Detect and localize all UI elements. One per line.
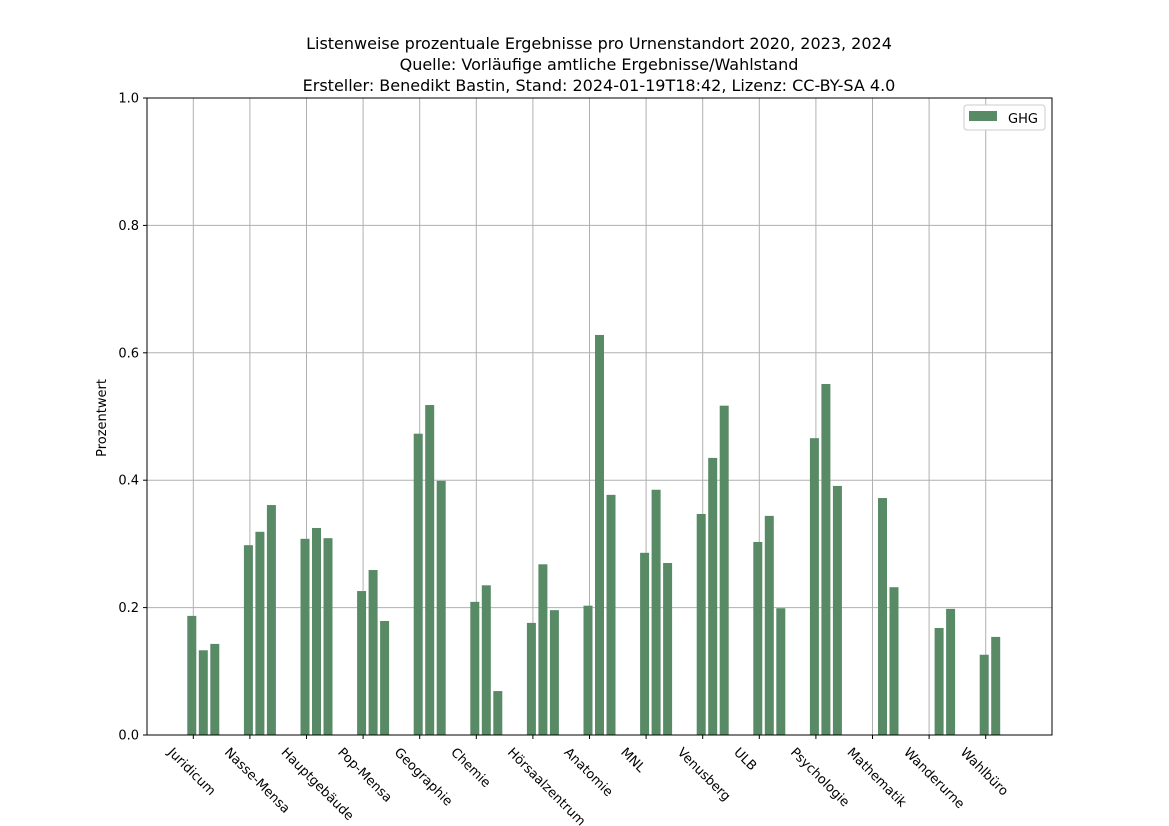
bar-pop-mensa-2	[368, 570, 378, 735]
legend: GHG	[963, 104, 1046, 131]
x-tick-label: ULB	[730, 745, 759, 774]
bar-nasse-mensa-3	[266, 505, 276, 735]
chart-title: Listenweise prozentuale Ergebnisse pro U…	[303, 34, 896, 95]
bar-psychologie-1	[809, 438, 819, 735]
bar-hauptgebäude-3	[323, 538, 333, 735]
bar-juridicum-2	[198, 650, 208, 735]
x-tick-label: MNL	[617, 745, 648, 776]
title-line-2: Quelle: Vorläufige amtliche Ergebnisse/W…	[400, 55, 799, 74]
bar-psychologie-3	[832, 485, 842, 735]
bar-wahlbüro-2	[991, 636, 1001, 735]
bar-wanderurne-3	[946, 608, 956, 735]
y-tick-label: 0.4	[118, 474, 139, 489]
x-tick-label: Geographie	[391, 745, 455, 809]
bar-mathematik-3	[889, 587, 899, 735]
bar-chemie-1	[470, 601, 480, 735]
bar-hörsaalzentrum-3	[549, 610, 559, 735]
y-tick-label: 0.8	[118, 219, 139, 234]
y-tick-label: 0.2	[118, 601, 139, 616]
bar-mnl-1	[640, 552, 650, 735]
bar-hörsaalzentrum-1	[526, 622, 536, 735]
x-tick-label: Psychologie	[787, 745, 852, 810]
bar-ulb-2	[764, 515, 774, 735]
bar-hörsaalzentrum-2	[538, 564, 548, 735]
plot-frame	[146, 97, 1053, 736]
bar-hauptgebäude-1	[300, 538, 310, 735]
bar-nasse-mensa-2	[255, 531, 265, 735]
bar-hauptgebäude-2	[312, 527, 321, 735]
bar-psychologie-2	[821, 384, 831, 735]
x-tick-label: Wahlbüro	[957, 745, 1011, 799]
title-line-1: Listenweise prozentuale Ergebnisse pro U…	[306, 34, 892, 53]
bar-anatomie-3	[606, 494, 616, 735]
bar-chemie-3	[493, 691, 503, 735]
bar-pop-mensa-3	[380, 620, 390, 735]
bar-ulb-1	[753, 541, 763, 735]
x-tick-label: Venusberg	[674, 745, 733, 804]
x-tick-label: Juridicum	[164, 745, 218, 799]
y-tick-label: 0.0	[118, 729, 139, 744]
bar-anatomie-1	[583, 605, 593, 735]
bar-venusberg-2	[708, 457, 718, 735]
bar-pop-mensa-1	[357, 591, 367, 735]
bar-mathematik-2	[878, 498, 887, 735]
x-tick-label: Anatomie	[561, 745, 616, 800]
bar-juridicum-1	[187, 615, 197, 735]
bar-wahlbüro-1	[979, 654, 989, 735]
bar-geographie-3	[436, 480, 446, 735]
x-tick-label: Pop-Mensa	[334, 745, 394, 805]
bar-geographie-2	[425, 405, 435, 735]
bar-ulb-3	[776, 608, 786, 735]
title-line-3: Ersteller: Benedikt Bastin, Stand: 2024-…	[303, 76, 896, 95]
bar-nasse-mensa-1	[243, 545, 253, 735]
bar-geographie-1	[413, 433, 423, 735]
bar-juridicum-3	[210, 643, 220, 735]
x-tick-label: Mathematik	[844, 745, 910, 811]
legend-swatch-ghg	[969, 111, 997, 121]
x-tick-label: Chemie	[447, 745, 493, 791]
y-tick-label: 1.0	[118, 92, 139, 107]
bar-mnl-3	[663, 563, 673, 735]
legend-label-ghg: GHG	[1008, 112, 1038, 127]
bar-mnl-2	[651, 489, 661, 735]
bar-venusberg-1	[696, 513, 706, 735]
bar-anatomie-2	[595, 334, 604, 735]
y-axis-label: Prozentwert	[95, 379, 110, 457]
bar-chemie-2	[481, 585, 491, 735]
y-tick-label: 0.6	[118, 346, 139, 361]
bar-venusberg-3	[719, 405, 729, 735]
bar-wanderurne-2	[934, 627, 944, 735]
